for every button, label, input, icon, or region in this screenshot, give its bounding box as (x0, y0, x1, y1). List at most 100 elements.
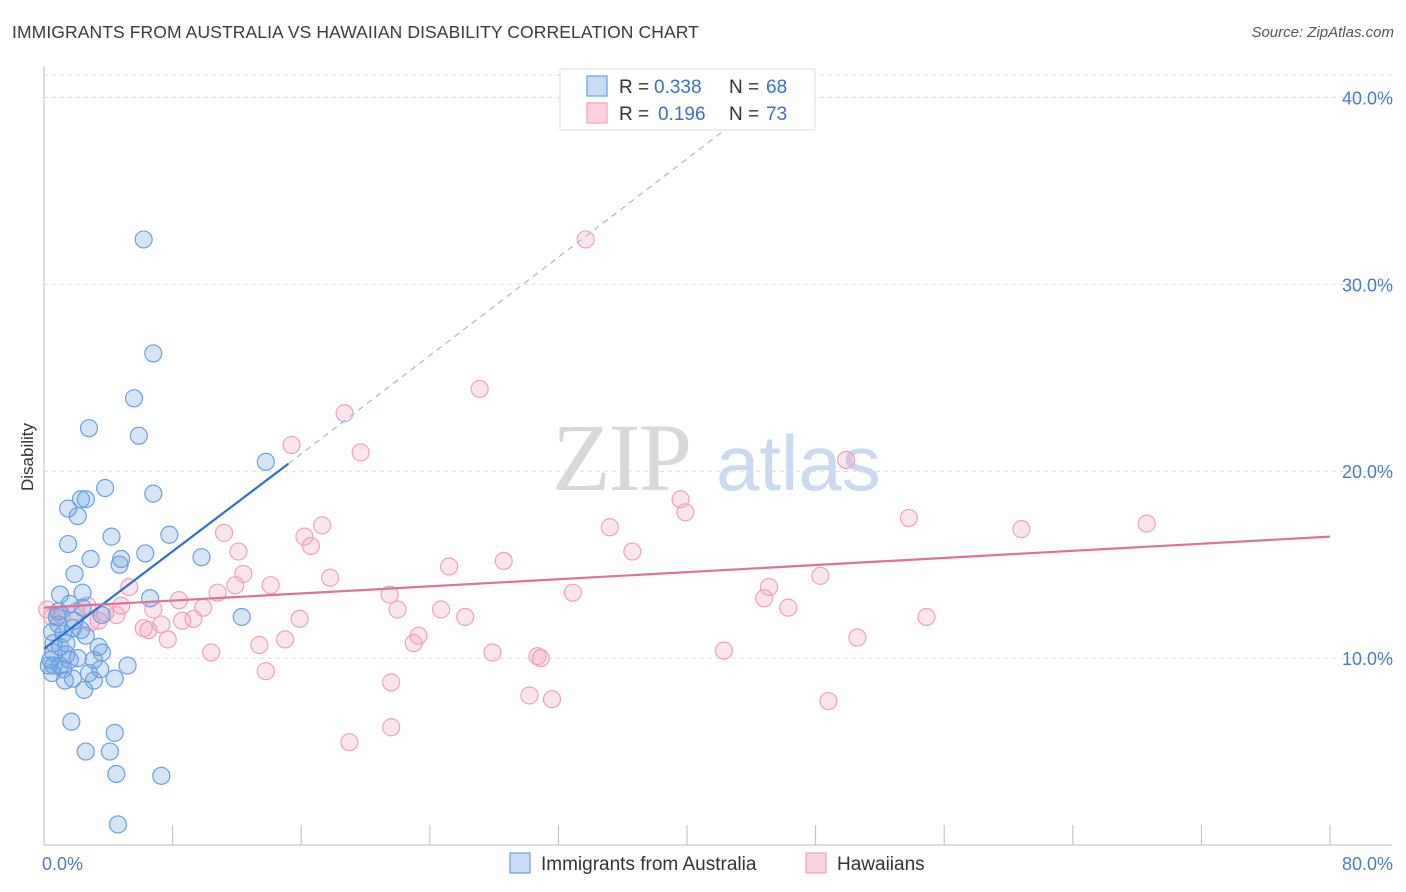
legend-n-label-2: N = (729, 104, 759, 125)
point-hawaiians (848, 628, 867, 647)
legend-r-value-2: 0.196 (658, 104, 706, 125)
point-australia (68, 648, 87, 668)
point-hawaiians (676, 503, 695, 522)
point-australia (73, 598, 92, 617)
point-hawaiians (837, 450, 856, 470)
point-hawaiians (917, 607, 936, 627)
point-hawaiians (600, 518, 619, 537)
point-australia (129, 426, 148, 445)
point-hawaiians (290, 609, 309, 628)
legend-r-value-1: 0.338 (654, 77, 702, 98)
tick-labels: 10.0% 20.0% 30.0% 40.0% 0.0% 80.0% (42, 88, 1393, 874)
point-australia (65, 564, 84, 584)
point-hawaiians (89, 611, 108, 630)
x-tick-label: 80.0% (1342, 854, 1393, 874)
point-hawaiians (226, 576, 245, 595)
point-hawaiians (456, 607, 475, 627)
point-hawaiians (483, 643, 502, 662)
point-hawaiians (250, 635, 269, 655)
point-hawaiians (380, 585, 399, 604)
point-australia (144, 484, 163, 503)
point-hawaiians (340, 733, 359, 752)
point-australia (118, 656, 137, 675)
point-australia (79, 419, 99, 438)
point-hawaiians (714, 641, 734, 660)
trend-line-australia (43, 462, 290, 650)
point-australia (68, 506, 87, 526)
legend-r-label-2: R = (619, 104, 649, 125)
point-hawaiians (1012, 520, 1031, 539)
point-hawaiians (759, 577, 779, 597)
series-australia-points (39, 230, 275, 834)
legend-swatch-hawaiians (586, 102, 608, 124)
y-tick-label: 40.0% (1342, 88, 1393, 108)
point-australia (100, 742, 120, 761)
point-hawaiians (256, 662, 275, 681)
legend-n-value-1: 68 (766, 77, 787, 98)
point-hawaiians (321, 568, 340, 587)
y-axis-title: Disability (18, 422, 37, 491)
y-tick-label: 10.0% (1342, 649, 1393, 669)
point-australia (62, 712, 81, 731)
point-hawaiians (520, 686, 539, 705)
bottom-legend-swatch-australia (509, 852, 531, 874)
point-australia (54, 660, 73, 679)
trend-lines (43, 96, 1331, 650)
point-australia (102, 527, 121, 546)
x-tick-label: 0.0% (42, 854, 83, 874)
point-australia (49, 615, 68, 634)
point-australia (84, 671, 103, 690)
point-australia (42, 622, 62, 642)
point-hawaiians (755, 589, 774, 608)
point-australia (144, 344, 163, 363)
legend-r-label-1: R = (619, 77, 649, 98)
point-hawaiians (282, 435, 301, 455)
point-hawaiians (158, 630, 177, 649)
point-hawaiians (439, 557, 459, 576)
y-tick-label: 20.0% (1342, 462, 1393, 482)
point-hawaiians (214, 523, 234, 542)
point-hawaiians (184, 609, 203, 628)
point-australia (160, 525, 179, 544)
point-australia (73, 583, 92, 602)
point-hawaiians (382, 718, 401, 737)
point-hawaiians (431, 600, 451, 619)
trend-line-australia-extension (287, 96, 768, 465)
point-hawaiians (494, 551, 513, 571)
point-hawaiians (811, 566, 830, 585)
point-australia (81, 549, 100, 569)
point-hawaiians (173, 611, 192, 630)
point-hawaiians (229, 542, 248, 561)
point-australia (59, 534, 78, 554)
series-legend: Immigrants from Australia Hawaiians (509, 852, 925, 875)
point-australia (124, 389, 144, 408)
point-hawaiians (470, 379, 489, 399)
point-australia (59, 499, 78, 518)
point-hawaiians (576, 230, 595, 249)
point-hawaiians (202, 643, 221, 662)
point-australia (108, 815, 128, 834)
bottom-legend-swatch-hawaiians (805, 852, 827, 874)
point-australia (44, 656, 63, 675)
point-australia (76, 490, 95, 509)
point-australia (136, 544, 155, 563)
point-hawaiians (542, 690, 562, 709)
point-hawaiians (779, 598, 798, 617)
point-hawaiians (1137, 514, 1156, 533)
point-australia (256, 452, 275, 471)
point-australia (152, 766, 171, 785)
legend-swatch-australia (586, 75, 608, 97)
point-australia (110, 555, 129, 574)
point-australia (91, 660, 110, 679)
bottom-legend-label-australia: Immigrants from Australia (541, 854, 757, 875)
point-hawaiians (312, 516, 332, 535)
legend-n-label-1: N = (729, 77, 759, 98)
point-hawaiians (120, 577, 139, 597)
watermark-zip: ZIP (552, 404, 690, 511)
point-hawaiians (351, 443, 370, 462)
point-hawaiians (335, 404, 354, 423)
chart-title: IMMIGRANTS FROM AUSTRALIA VS HAWAIIAN DI… (12, 22, 699, 42)
watermark-atlas: atlas (716, 419, 881, 507)
point-hawaiians (276, 630, 295, 649)
